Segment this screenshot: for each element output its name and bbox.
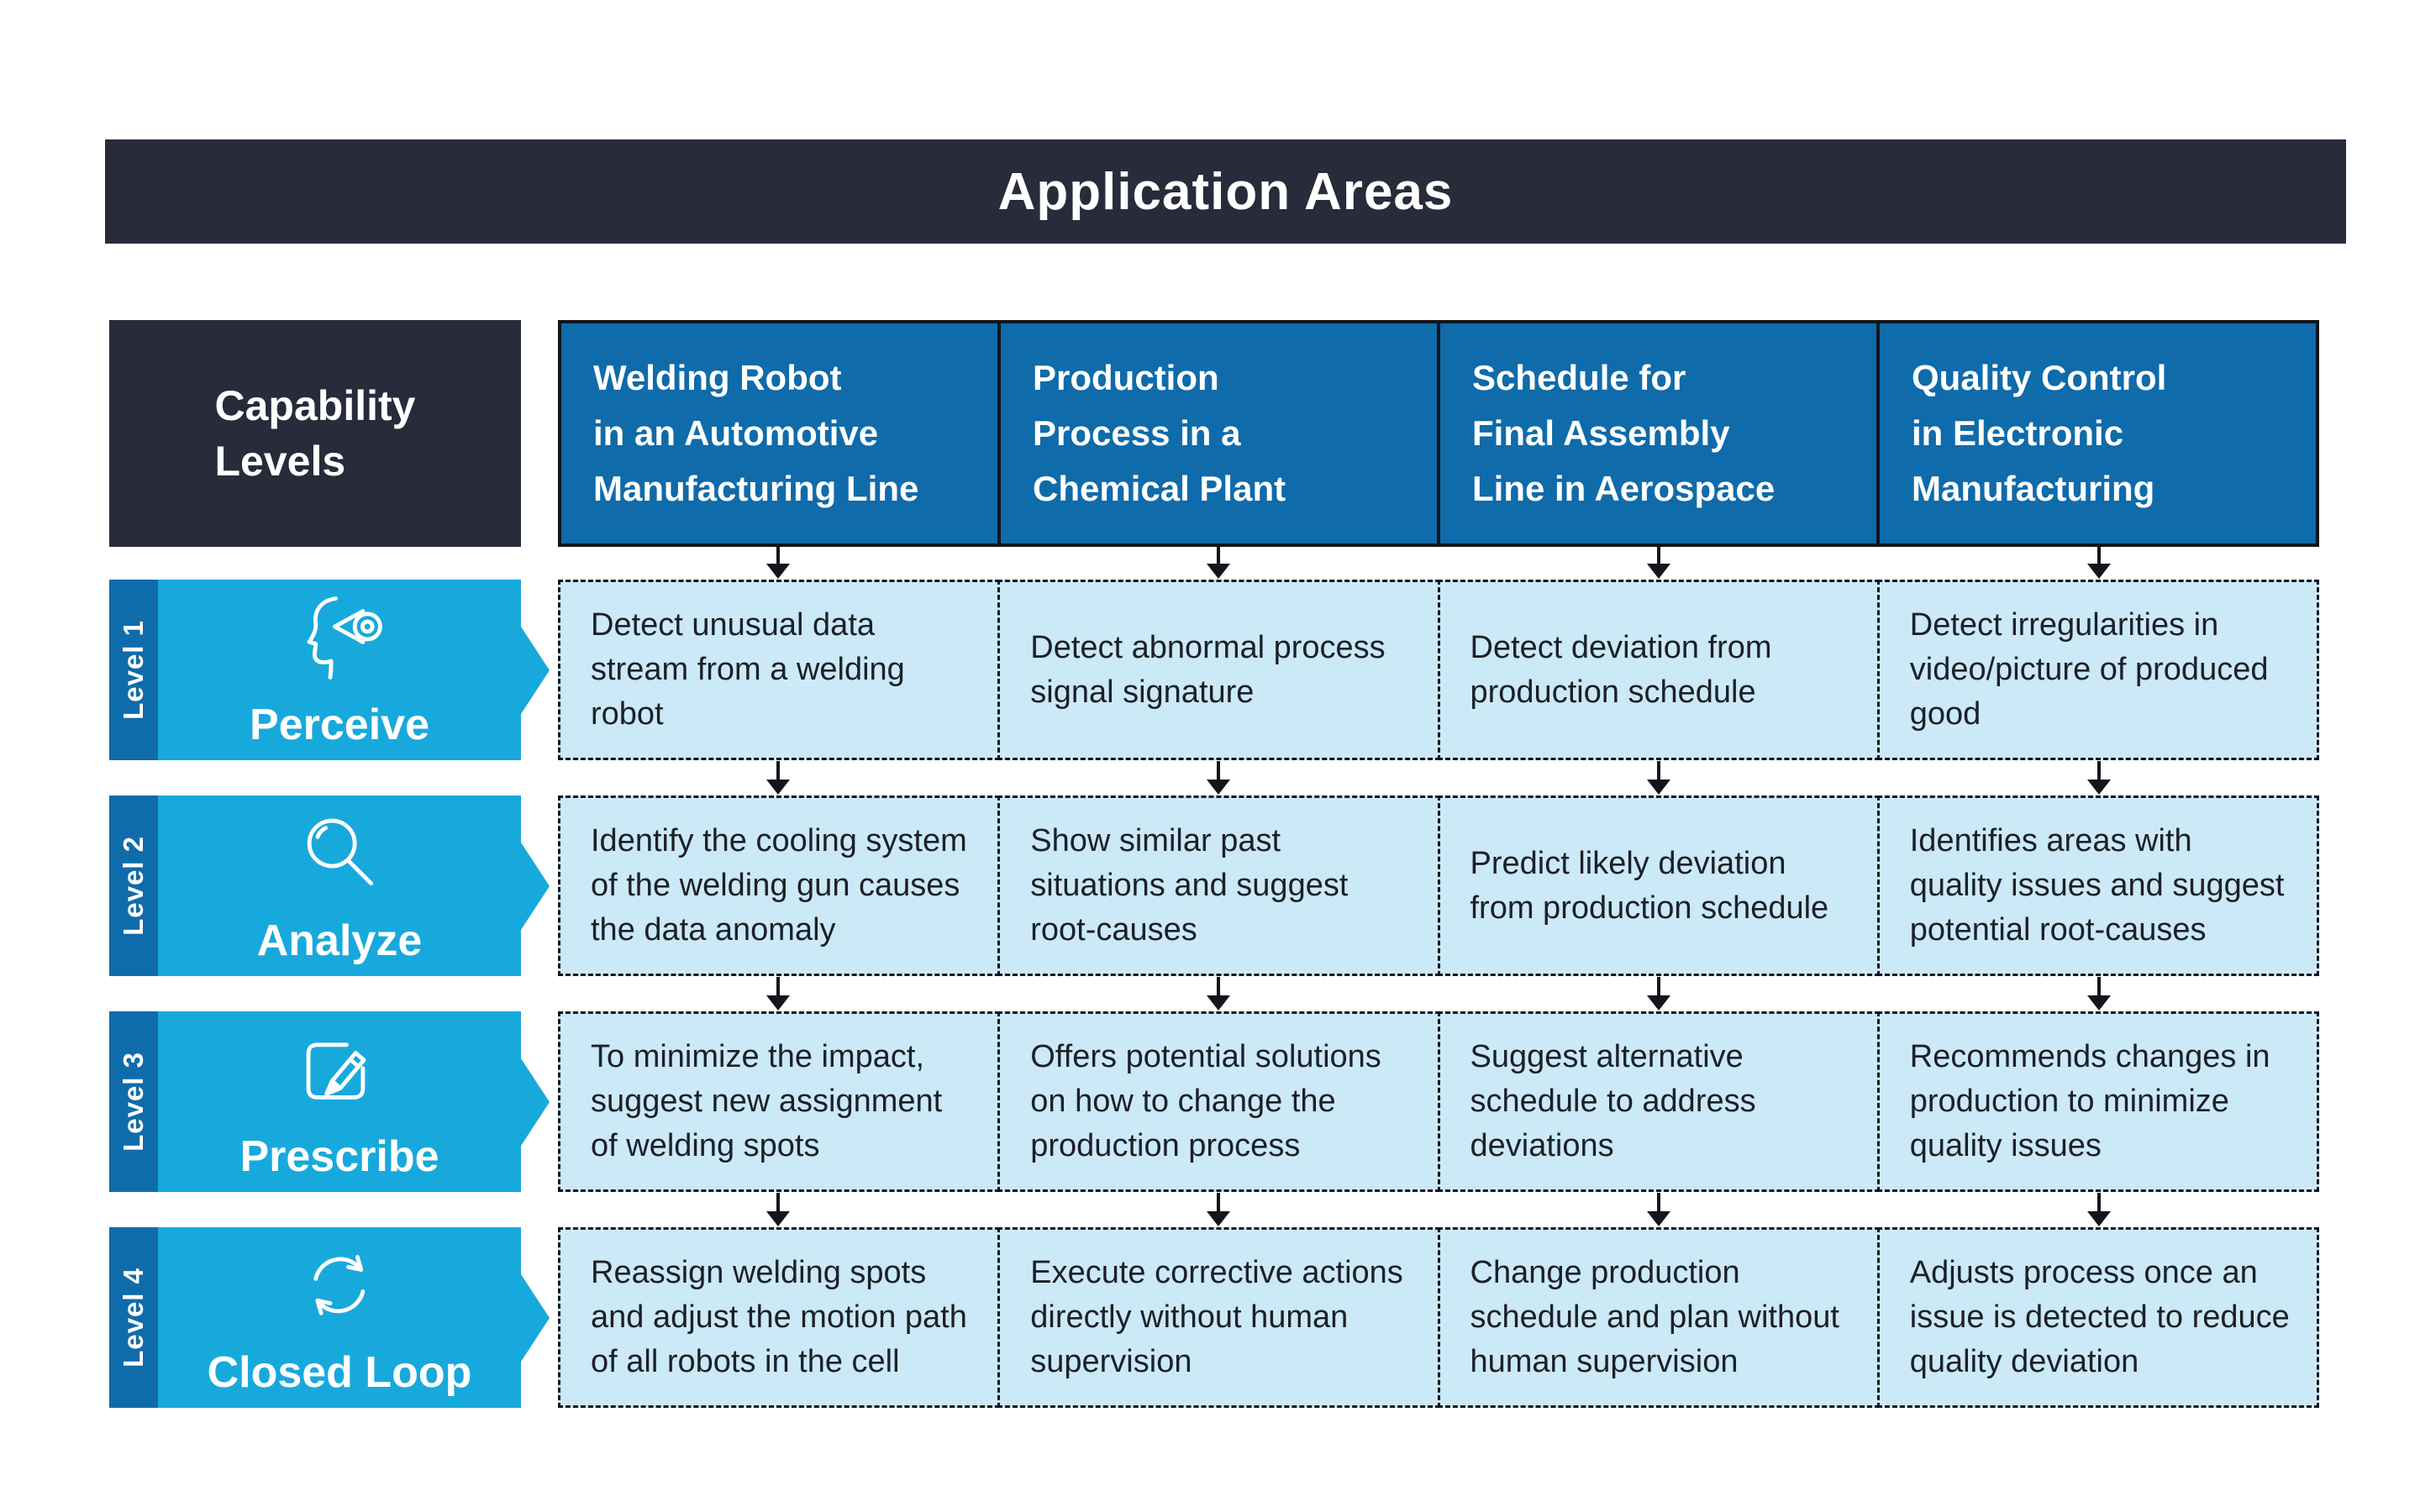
down-arrow bbox=[1657, 977, 1660, 996]
row-analyze-cells: Identify the cooling system of the weldi… bbox=[558, 795, 2319, 976]
down-arrow bbox=[1657, 547, 1660, 564]
cell-analyze-chemical: Show similar past situations and suggest… bbox=[997, 795, 1440, 976]
cell-perceive-welding: Detect unusual data stream from a weldin… bbox=[558, 580, 1001, 760]
cell-perceive-electronic: Detect irregularities in video/picture o… bbox=[1876, 580, 2319, 760]
down-arrow bbox=[776, 1193, 780, 1212]
cell-closedloop-welding: Reassign welding spots and adjust the mo… bbox=[558, 1227, 1001, 1408]
edit-pencil-icon bbox=[306, 1042, 366, 1100]
cell-prescribe-welding: To minimize the impact, suggest new assi… bbox=[558, 1011, 1001, 1192]
cell-perceive-aerospace: Detect deviation from production schedul… bbox=[1437, 580, 1880, 760]
level-tag: Level 3 bbox=[109, 1011, 158, 1192]
down-arrow bbox=[2097, 1193, 2101, 1212]
level-tag-label: Level 2 bbox=[118, 836, 149, 936]
level-name: Closed Loop bbox=[207, 1348, 472, 1397]
cell-prescribe-electronic: Recommends changes in production to mini… bbox=[1876, 1011, 2319, 1192]
down-arrow bbox=[1217, 1193, 1220, 1212]
level-tag: Level 2 bbox=[109, 795, 158, 976]
level-box-perceive: Level 1 Perceive bbox=[109, 580, 550, 760]
down-arrow bbox=[1217, 547, 1220, 564]
perceive-icon bbox=[307, 596, 383, 680]
row-closed-loop-cells: Reassign welding spots and adjust the mo… bbox=[558, 1227, 2319, 1408]
cell-analyze-electronic: Identifies areas with quality issues and… bbox=[1876, 795, 2319, 976]
down-arrow bbox=[1217, 761, 1220, 780]
level-tag: Level 4 bbox=[109, 1227, 158, 1408]
level-name: Perceive bbox=[250, 701, 429, 749]
column-header-electronic-quality: Quality Control in Electronic Manufactur… bbox=[1876, 320, 2319, 547]
cell-closedloop-chemical: Execute corrective actions directly with… bbox=[997, 1227, 1440, 1408]
loop-arrows-icon bbox=[313, 1255, 366, 1315]
down-arrow bbox=[2097, 761, 2101, 780]
level-tag: Level 1 bbox=[109, 580, 158, 760]
capability-levels-label: Capability Levels bbox=[214, 382, 416, 485]
row-perceive-cells: Detect unusual data stream from a weldin… bbox=[558, 580, 2319, 760]
down-arrow bbox=[1657, 761, 1660, 780]
down-arrow bbox=[1657, 1193, 1660, 1212]
cell-analyze-aerospace: Predict likely deviation from production… bbox=[1437, 795, 1880, 976]
capability-levels-header: Capability Levels bbox=[109, 320, 521, 547]
column-header-aerospace-assembly: Schedule for Final Assembly Line in Aero… bbox=[1437, 320, 1880, 547]
column-header-chemical-plant: Production Process in a Chemical Plant bbox=[997, 320, 1440, 547]
column-header-welding-robot: Welding Robot in an Automotive Manufactu… bbox=[558, 320, 1001, 547]
down-arrow bbox=[1217, 977, 1220, 996]
chevron-right-icon bbox=[521, 842, 550, 930]
down-arrow bbox=[776, 977, 780, 996]
column-headers: Welding Robot in an Automotive Manufactu… bbox=[558, 320, 2319, 547]
page-title: Application Areas bbox=[997, 162, 1454, 221]
level-name: Analyze bbox=[256, 916, 423, 965]
cell-closedloop-aerospace: Change production schedule and plan with… bbox=[1437, 1227, 1880, 1408]
chevron-right-icon bbox=[521, 1273, 550, 1362]
cell-prescribe-aerospace: Suggest alternative schedule to address … bbox=[1437, 1011, 1880, 1192]
magnifier-icon bbox=[307, 818, 374, 885]
chevron-right-icon bbox=[521, 1058, 550, 1146]
title-bar: Application Areas bbox=[105, 139, 2346, 244]
down-arrow bbox=[776, 547, 780, 564]
level-tag-label: Level 1 bbox=[118, 620, 149, 720]
cell-perceive-chemical: Detect abnormal process signal signature bbox=[997, 580, 1440, 760]
level-tag-label: Level 4 bbox=[118, 1268, 149, 1368]
cell-prescribe-chemical: Offers potential solutions on how to cha… bbox=[997, 1011, 1440, 1192]
down-arrow bbox=[2097, 977, 2101, 996]
down-arrow bbox=[776, 761, 780, 780]
row-prescribe-cells: To minimize the impact, suggest new assi… bbox=[558, 1011, 2319, 1192]
cell-closedloop-electronic: Adjusts process once an issue is detecte… bbox=[1876, 1227, 2319, 1408]
level-box-prescribe: Level 3 Prescribe bbox=[109, 1011, 550, 1192]
chevron-right-icon bbox=[521, 626, 550, 714]
down-arrow bbox=[2097, 547, 2101, 564]
level-box-analyze: Level 2 Analyze bbox=[109, 795, 550, 976]
cell-analyze-welding: Identify the cooling system of the weldi… bbox=[558, 795, 1001, 976]
level-box-closed-loop: Level 4 Closed Loop bbox=[109, 1227, 550, 1408]
level-name: Prescribe bbox=[239, 1132, 439, 1181]
level-tag-label: Level 3 bbox=[118, 1052, 149, 1152]
